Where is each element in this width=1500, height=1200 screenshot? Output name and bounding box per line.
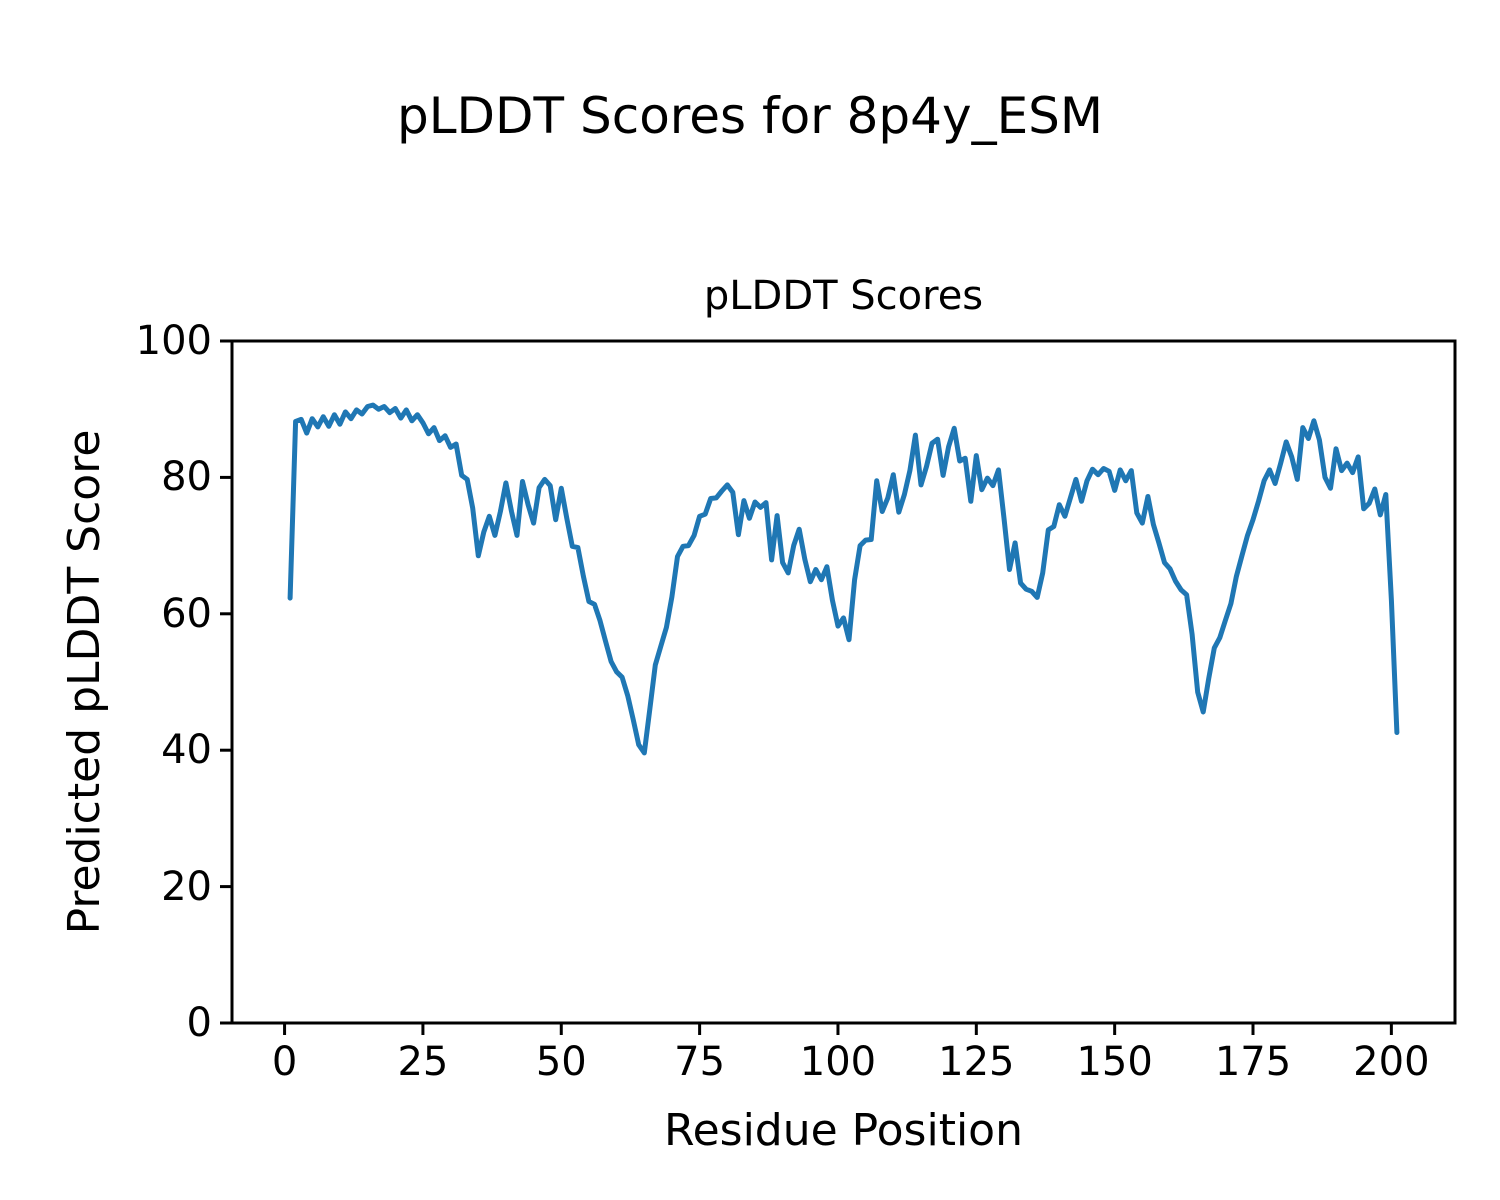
x-tick-label: 200 <box>1353 1039 1430 1085</box>
x-axis-label: Residue Position <box>663 1105 1023 1156</box>
axes-title: pLDDT Scores <box>703 273 984 319</box>
x-tick-label: 75 <box>674 1039 726 1085</box>
x-tick-label: 125 <box>938 1039 1015 1085</box>
y-tick-label: 100 <box>135 318 212 364</box>
plddt-line <box>287 402 1400 756</box>
x-tick-label: 100 <box>799 1039 877 1085</box>
y-tick-label: 60 <box>161 590 212 637</box>
tick-marks <box>220 339 1393 1035</box>
x-tick-label: 0 <box>271 1039 298 1085</box>
y-tick-label: 40 <box>161 727 212 774</box>
figure-title: pLDDT Scores for 8p4y_ESM <box>396 87 1104 145</box>
y-tick-label: 80 <box>161 454 212 501</box>
x-tick-label: 175 <box>1214 1039 1292 1085</box>
axes-box <box>230 339 1457 1025</box>
x-tick-label: 25 <box>397 1039 449 1085</box>
y-tick-label: 0 <box>186 1000 212 1046</box>
y-axis-label: Predicted pLDDT Score <box>59 429 110 935</box>
y-tick-label: 20 <box>161 863 212 910</box>
x-tick-label: 50 <box>535 1039 587 1085</box>
x-tick-label: 150 <box>1076 1039 1153 1085</box>
